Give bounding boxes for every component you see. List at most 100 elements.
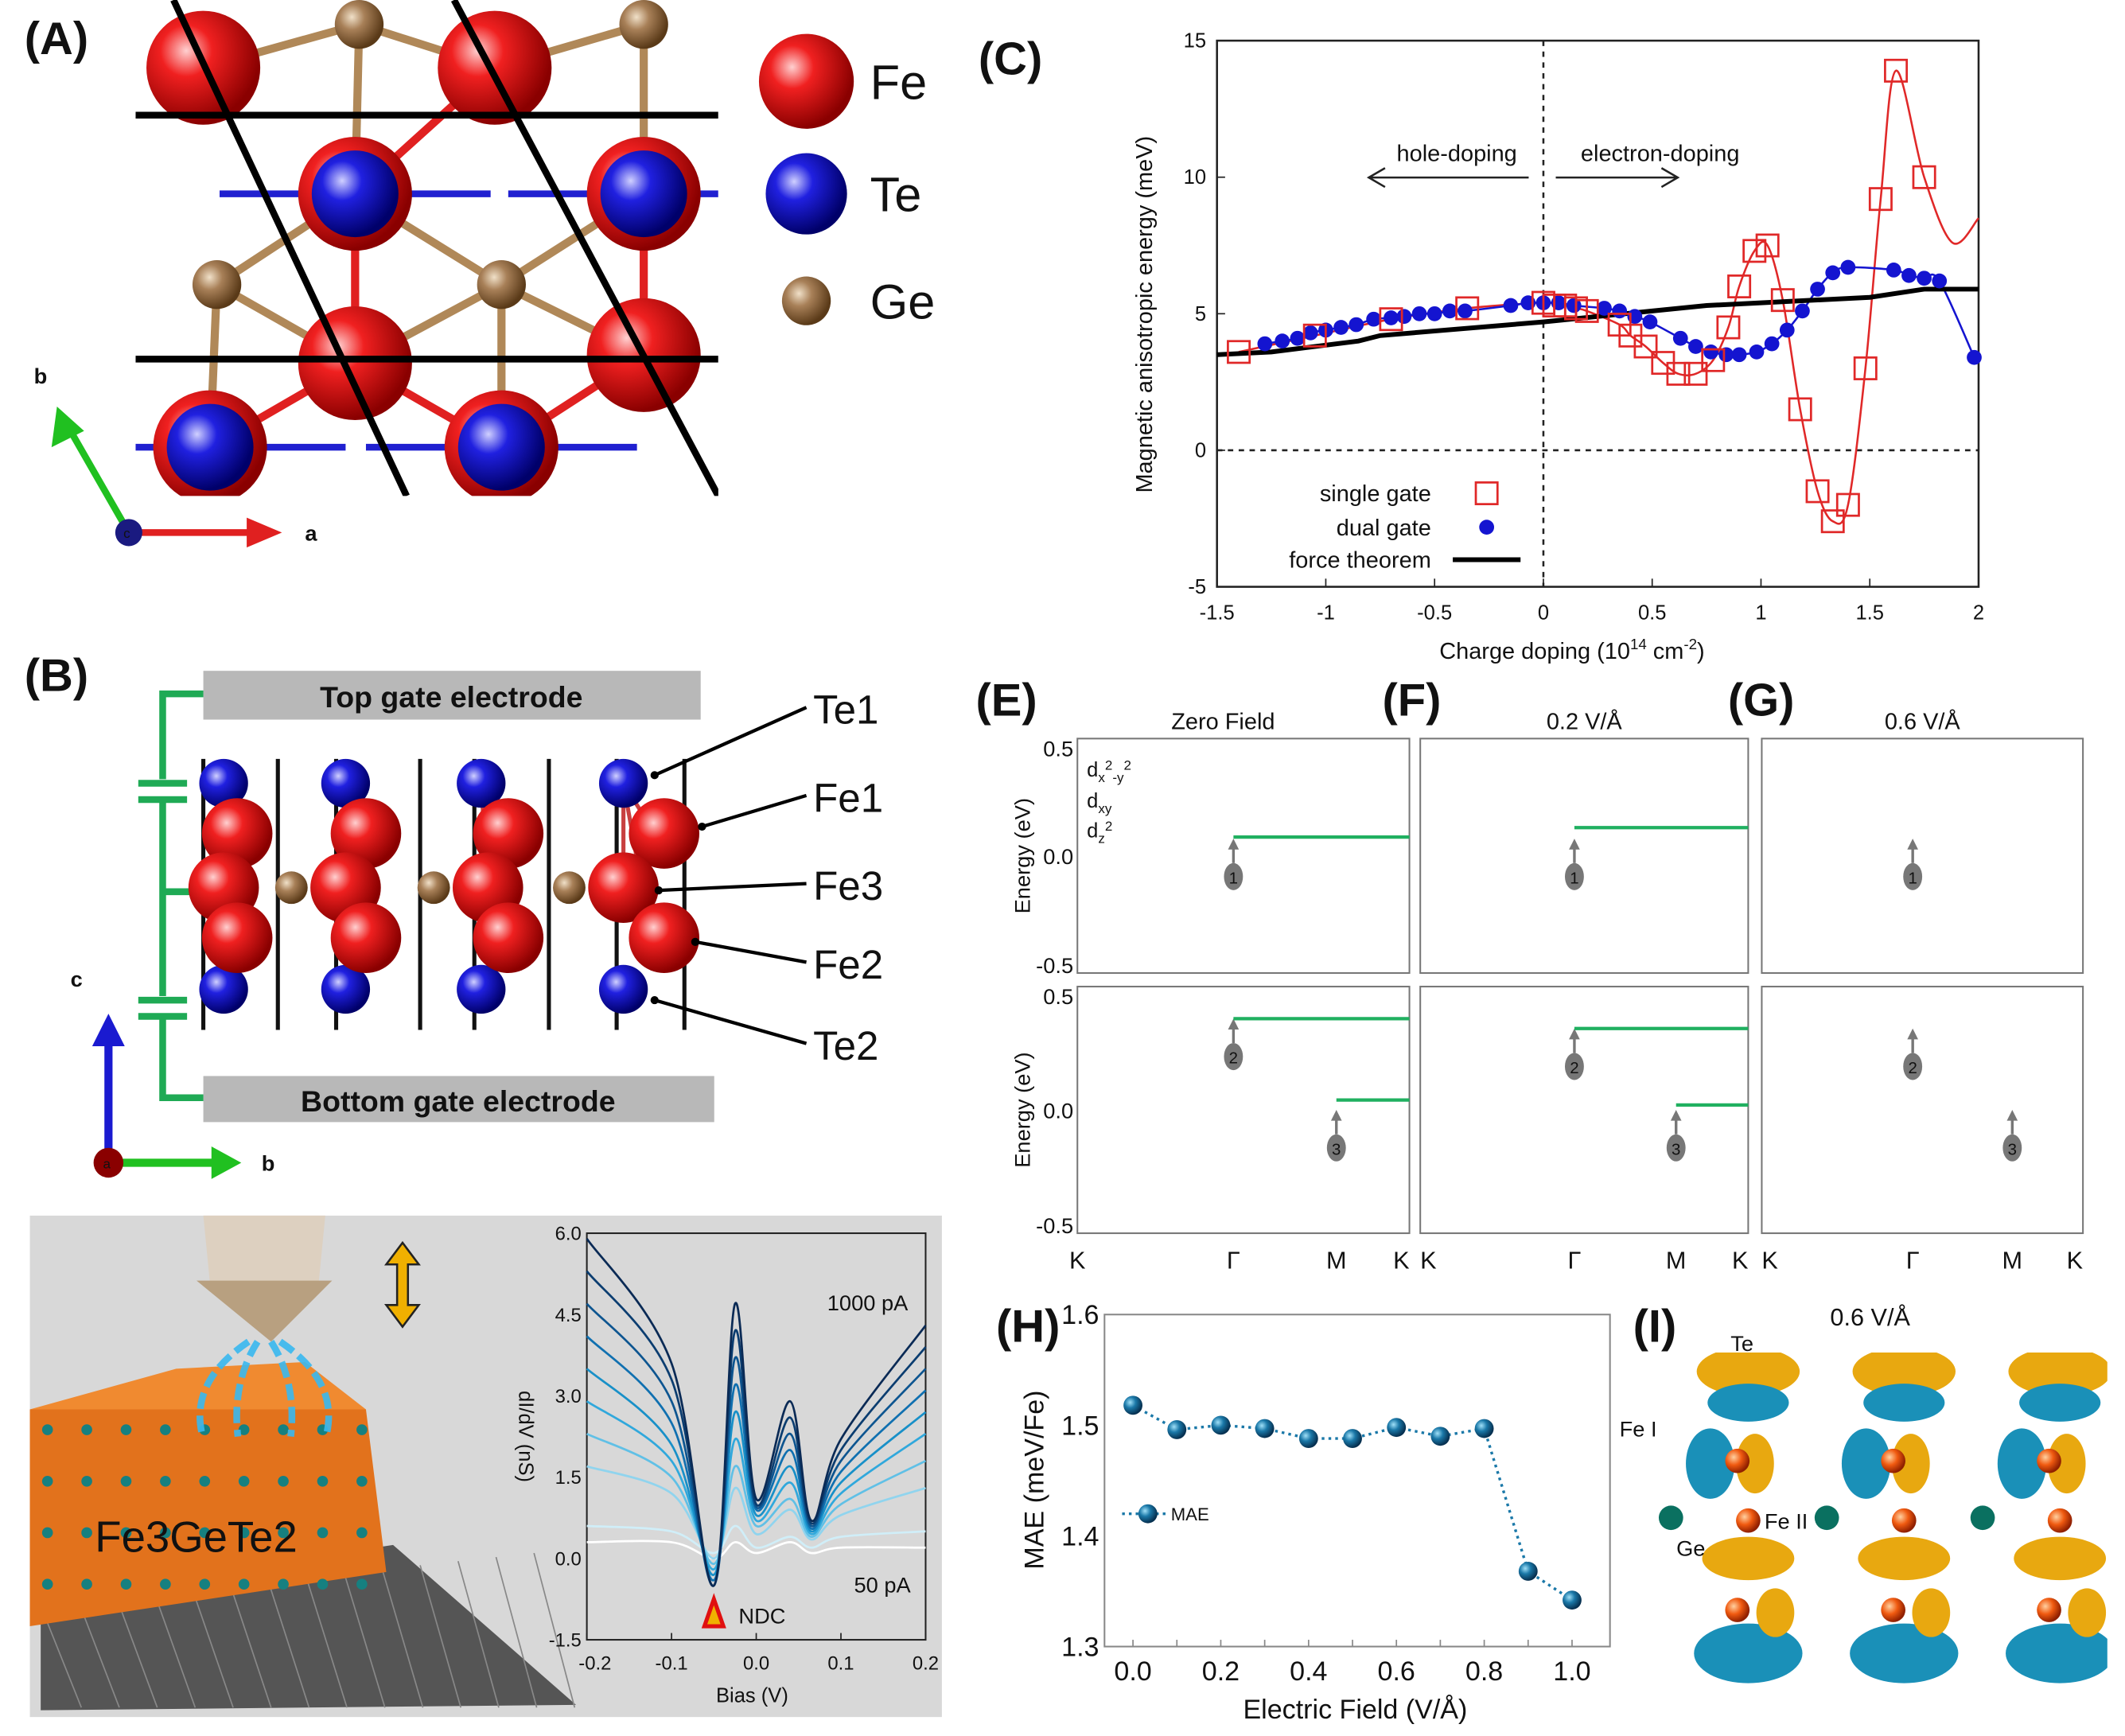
x-tick-label: -0.2 [578,1653,611,1675]
arrowhead-icon [698,822,706,831]
fe1-atom [629,798,700,869]
dual-gate-point [1718,347,1734,363]
didv-curve [586,1465,926,1560]
x-tick-label: -0.5 [1417,601,1452,624]
density-lobe-blue [1997,1428,2047,1499]
y-tick-label: 1.3 [1061,1633,1099,1663]
density-lobe-yellow [1891,1434,1930,1494]
single-gate-point [1884,58,1909,83]
dual-gate-point [1749,344,1765,360]
dual-gate-point [1642,314,1658,329]
te1-atom [598,758,648,808]
ge-atom [278,1475,289,1487]
x-tick-label: 0 [1538,601,1549,624]
panel-i-charge-density: 0.6 V/Å Te Fe I Fe II Ge [1620,1303,2107,1695]
dual-gate-point [1901,267,1917,283]
y-tick-label: 1.5 [555,1467,582,1489]
axis-b-label: b [34,364,48,388]
layer-label-te1: Te1 [813,687,878,733]
panel-i-title: 0.6 V/Å [1830,1303,1910,1331]
density-lobe-blue [1694,1623,1803,1683]
legend-fe-label: Fe [870,54,928,109]
arrowhead-icon [1907,1028,1918,1040]
ge-atom [120,1424,132,1435]
plot-frame [1216,39,1980,588]
gate-wire [159,1018,204,1101]
dual-gate-point [1967,349,1982,365]
y-axis-label: dI/dV (nS) [514,1391,536,1482]
x-axis-label: Bias (V) [716,1684,788,1707]
y-tick-label: 4.5 [555,1305,582,1326]
te-atom [166,403,254,491]
single-gate-point [1574,298,1599,323]
didv-curve [586,1432,927,1566]
fe1-atom [473,798,544,869]
gate-wire [159,690,204,780]
material-slab-top [29,1361,366,1410]
ge-atom [356,1578,368,1590]
arrowhead-icon [1569,839,1580,850]
te1-atom [321,758,371,808]
y-tick-label: 6.0 [555,1224,582,1245]
axis-a-label: a [305,521,317,546]
substrate-row [457,1561,500,1708]
kpoint-label: M [1666,1247,1687,1274]
double-arrow-icon [383,1240,421,1329]
x-tick-label: 1.5 [1855,601,1884,624]
mae-point [1430,1427,1450,1446]
arrowhead-icon [247,517,282,548]
fe1-atom [201,798,273,869]
dual-gate-point [1795,303,1810,319]
hole-doping-label: hole-doping [1397,142,1517,167]
fe-atom [1881,1448,1905,1473]
ge-atom [278,1578,289,1590]
single-gate-point [1716,315,1741,340]
marker-badge [1565,862,1584,890]
current-1000pa-label: 1000 pA [827,1290,909,1315]
single-gate-point [1227,340,1251,364]
te-atom [457,403,545,491]
x-tick-label: 0.2 [913,1653,939,1675]
didv-curve [586,1368,927,1576]
ge-atom [160,1527,171,1539]
density-lobe-yellow [1756,1588,1795,1637]
density-lobe-blue [1686,1428,1735,1499]
x-axis-label: Electric Field (V/Å) [1243,1695,1467,1725]
ge-atom [238,1475,250,1487]
fe-i-label: Fe I [1620,1417,1657,1442]
layer-label-fe2: Fe2 [813,942,883,987]
density-lobe-blue [1841,1428,1891,1499]
dual-gate-point [1566,298,1582,313]
substrate-row [343,1573,386,1708]
density-lobe-blue [2006,1623,2107,1683]
orbital-legend-label: dx2-y2 [1087,758,1131,785]
marker-badge [2002,1134,2022,1162]
single-gate-point [1868,187,1893,212]
kpoint-label: M [2002,1247,2023,1274]
material-slab-front [29,1409,387,1627]
fe2-atom [473,902,544,974]
dual-gate-point [1688,339,1703,354]
y-tick-label: 0.5 [1043,984,1073,1009]
ge-atom [334,0,384,49]
y-tick-label: 15 [1184,30,1206,53]
y-tick-label: 5 [1195,303,1206,325]
mae-point [1343,1429,1362,1448]
ge-atom [317,1527,329,1539]
dual-gate-point [1886,263,1901,278]
marker-badge [1903,862,1923,890]
fe-atom [2047,1508,2072,1533]
arrowhead-icon [1569,1028,1580,1040]
didv-curve [586,1335,927,1582]
band-panel-f: 0.2 V/Å 1 2 3 K Γ M K [1419,708,1749,1274]
dual-gate-point [1703,344,1718,360]
didv-curve [586,1539,926,1560]
axis-b-label: b [262,1151,275,1176]
unit-cell-edge [170,0,410,496]
ge-atom [192,260,242,309]
band-panel-title: 0.6 V/Å [1885,708,1961,734]
dual-gate-point [1810,282,1825,297]
ge-atom [81,1578,92,1590]
dual-gate-point [1426,306,1442,321]
